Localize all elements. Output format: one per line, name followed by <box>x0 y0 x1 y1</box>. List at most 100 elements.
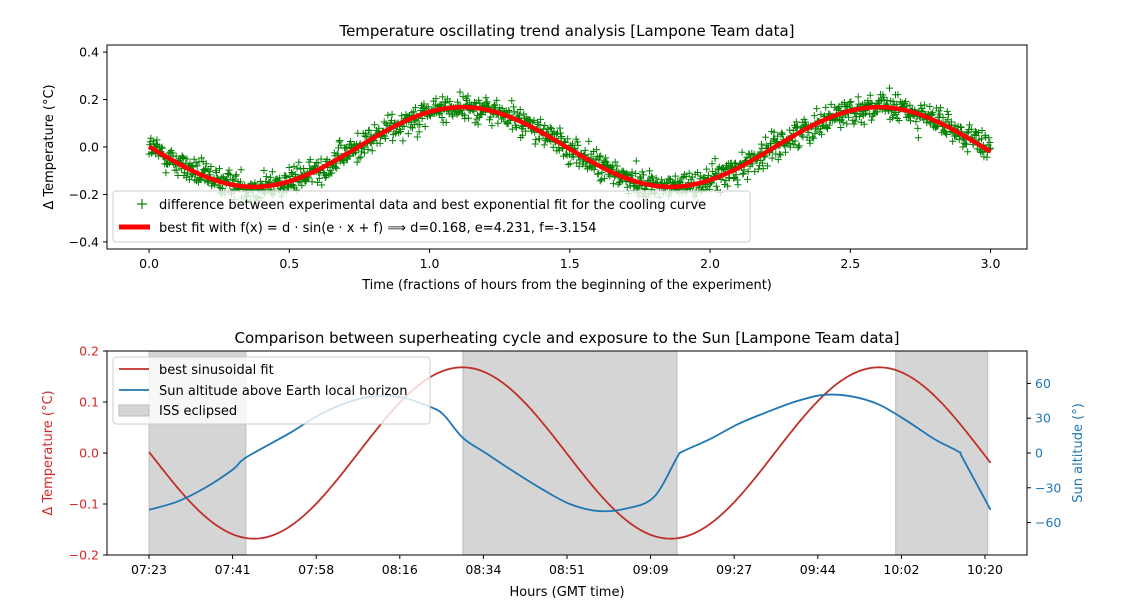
scatter-point <box>914 134 922 142</box>
bottom-x-tick-label: 08:51 <box>549 562 585 577</box>
scatter-point <box>632 157 640 165</box>
scatter-point <box>381 135 389 143</box>
scatter-point <box>824 125 832 133</box>
scatter-point <box>541 122 549 130</box>
scatter-point <box>704 171 712 179</box>
bottom-right-y-tick-label: −60 <box>1035 515 1061 530</box>
scatter-point <box>456 88 464 96</box>
scatter-point <box>153 136 161 144</box>
scatter-point <box>146 138 154 146</box>
scatter-point <box>260 167 268 175</box>
scatter-point <box>267 173 275 181</box>
scatter-point <box>836 117 844 125</box>
bottom-chart: Comparison between superheating cycle an… <box>41 329 1086 600</box>
bottom-chart-title: Comparison between superheating cycle an… <box>235 329 900 347</box>
eclipse-span <box>462 351 678 555</box>
scatter-point <box>801 118 809 126</box>
scatter-point <box>330 149 338 157</box>
scatter-point <box>777 151 785 159</box>
scatter-point <box>575 162 583 170</box>
scatter-point <box>268 168 276 176</box>
scatter-point <box>191 176 199 184</box>
scatter-point <box>387 117 395 125</box>
scatter-point <box>957 123 965 131</box>
scatter-point <box>313 178 321 186</box>
scatter-point <box>564 161 572 169</box>
scatter-point <box>298 182 306 190</box>
scatter-point <box>967 125 975 133</box>
scatter-point <box>172 152 180 160</box>
scatter-point <box>597 152 605 160</box>
scatter-point <box>337 141 345 149</box>
scatter-point <box>628 168 636 176</box>
scatter-point <box>757 140 765 148</box>
scatter-point <box>939 114 947 122</box>
scatter-point <box>978 135 986 143</box>
scatter-point <box>903 102 911 110</box>
scatter-point <box>981 131 989 139</box>
scatter-point <box>927 110 935 118</box>
scatter-point <box>639 171 647 179</box>
scatter-point <box>308 178 316 186</box>
scatter-point <box>759 165 767 173</box>
scatter-point <box>424 103 432 111</box>
top-legend-scatter-label: difference between experimental data and… <box>159 198 706 213</box>
bottom-fit-line <box>148 366 992 540</box>
scatter-point <box>860 120 868 128</box>
scatter-point <box>944 111 952 119</box>
bottom-legend-sun-label: Sun altitude above Earth local horizon <box>159 384 407 399</box>
scatter-point <box>935 107 943 115</box>
scatter-point <box>532 136 540 144</box>
bottom-legend-box <box>112 356 431 425</box>
bottom-x-tick-label: 09:27 <box>716 562 752 577</box>
scatter-point <box>725 174 733 182</box>
scatter-point <box>555 146 563 154</box>
scatter-point <box>446 97 454 105</box>
scatter-point <box>490 101 498 109</box>
bottom-right-y-tick-label: 30 <box>1035 411 1051 426</box>
scatter-point <box>493 96 501 104</box>
bottom-left-y-axis-label: Δ Temperature (°C) <box>41 390 56 515</box>
scatter-point <box>546 123 554 131</box>
scatter-point <box>454 98 462 106</box>
scatter-point <box>778 130 786 138</box>
scatter-point <box>751 168 759 176</box>
scatter-point <box>399 137 407 145</box>
top-legend-scatter-marker <box>137 199 147 209</box>
scatter-point <box>697 172 705 180</box>
scatter-point <box>301 177 309 185</box>
scatter-point <box>192 159 200 167</box>
scatter-point <box>806 139 814 147</box>
scatter-point <box>712 182 720 190</box>
bottom-legend-eclipse-label: ISS eclipsed <box>159 404 237 419</box>
top-y-axis-label: Δ Temperature (°C) <box>42 84 57 209</box>
scatter-point <box>510 103 518 111</box>
bottom-right-y-tick-label: −30 <box>1035 480 1061 495</box>
scatter-point <box>774 132 782 140</box>
scatter-point <box>364 145 372 153</box>
scatter-point <box>594 170 602 178</box>
scatter-point <box>594 170 602 178</box>
scatter-point <box>488 122 496 130</box>
scatter-point <box>409 124 417 132</box>
scatter-point <box>540 141 548 149</box>
scatter-point <box>552 130 560 138</box>
bottom-x-tick-label: 07:58 <box>298 562 334 577</box>
scatter-point <box>914 124 922 132</box>
scatter-point <box>951 121 959 129</box>
bottom-x-axis: 07:23 07:41 07:58 08:16 08:34 08:51 09:09 09:27… <box>131 555 1003 577</box>
scatter-point <box>770 128 778 136</box>
bottom-x-tick-label: 09:09 <box>633 562 669 577</box>
scatter-point <box>795 142 803 150</box>
scatter-point <box>962 140 970 148</box>
scatter-point <box>792 118 800 126</box>
scatter-point <box>505 106 513 114</box>
scatter-point <box>461 115 469 123</box>
scatter-point <box>790 141 798 149</box>
scatter-point <box>985 134 993 142</box>
scatter-point <box>566 160 574 168</box>
scatter-point <box>636 173 644 181</box>
scatter-point <box>357 153 365 161</box>
scatter-point <box>573 138 581 146</box>
scatter-point <box>482 94 490 102</box>
